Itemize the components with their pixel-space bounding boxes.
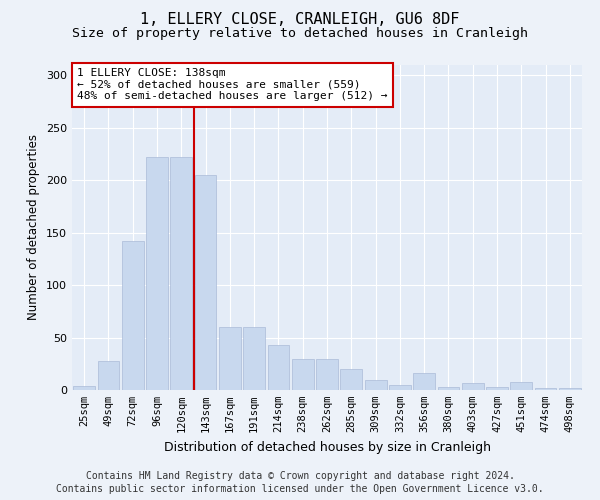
Bar — [146, 158, 168, 390]
Text: Contains HM Land Registry data © Crown copyright and database right 2024.: Contains HM Land Registry data © Crown c… — [86, 471, 514, 481]
Text: 1, ELLERY CLOSE, CRANLEIGH, GU6 8DF: 1, ELLERY CLOSE, CRANLEIGH, GU6 8DF — [140, 12, 460, 28]
Bar — [219, 327, 241, 390]
Bar — [413, 373, 435, 390]
Bar — [511, 382, 532, 390]
Bar — [292, 358, 314, 390]
Bar — [389, 385, 411, 390]
Bar — [365, 380, 386, 390]
Text: 1 ELLERY CLOSE: 138sqm
← 52% of detached houses are smaller (559)
48% of semi-de: 1 ELLERY CLOSE: 138sqm ← 52% of detached… — [77, 68, 388, 102]
Bar — [486, 387, 508, 390]
Bar — [559, 388, 581, 390]
Bar — [170, 158, 192, 390]
Bar — [268, 345, 289, 390]
X-axis label: Distribution of detached houses by size in Cranleigh: Distribution of detached houses by size … — [163, 440, 491, 454]
Bar — [194, 175, 217, 390]
Bar — [97, 360, 119, 390]
Bar — [437, 387, 460, 390]
Bar — [122, 241, 143, 390]
Bar — [73, 386, 95, 390]
Text: Contains public sector information licensed under the Open Government Licence v3: Contains public sector information licen… — [56, 484, 544, 494]
Bar — [535, 388, 556, 390]
Y-axis label: Number of detached properties: Number of detached properties — [28, 134, 40, 320]
Bar — [316, 358, 338, 390]
Bar — [340, 369, 362, 390]
Bar — [462, 382, 484, 390]
Text: Size of property relative to detached houses in Cranleigh: Size of property relative to detached ho… — [72, 28, 528, 40]
Bar — [243, 327, 265, 390]
